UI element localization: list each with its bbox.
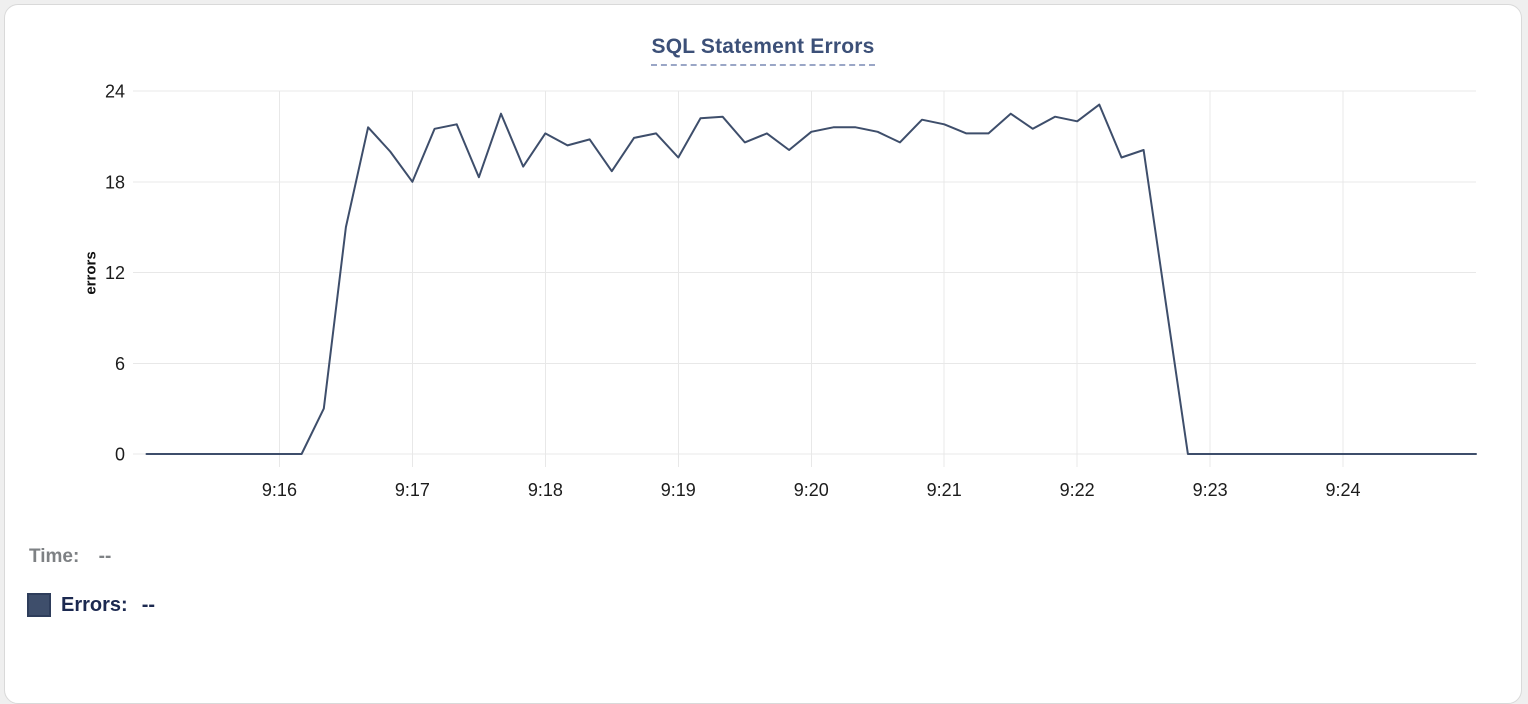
legend-errors-label: Errors: — [61, 593, 128, 616]
chart-title[interactable]: SQL Statement Errors — [651, 35, 875, 66]
y-axis-labels: 0 6 12 18 24 — [105, 82, 125, 465]
svg-text:18: 18 — [105, 172, 125, 192]
errors-line-chart[interactable]: 0 6 12 18 24 9:16 9:17 9:18 9:19 9:20 9:21 9:22 9:23… — [5, 5, 1528, 525]
svg-text:12: 12 — [105, 263, 125, 283]
svg-text:0: 0 — [115, 445, 125, 465]
svg-text:9:21: 9:21 — [927, 480, 962, 500]
x-axis-labels: 9:16 9:17 9:18 9:19 9:20 9:21 9:22 9:23 9:24 — [262, 480, 1361, 500]
svg-text:6: 6 — [115, 354, 125, 374]
tooltip-time-label: Time: — [29, 546, 80, 567]
svg-text:9:19: 9:19 — [661, 480, 696, 500]
grid-lines — [133, 90, 1476, 467]
svg-text:9:24: 9:24 — [1326, 480, 1361, 500]
chart-header: SQL Statement Errors — [5, 35, 1521, 66]
svg-text:9:20: 9:20 — [794, 480, 829, 500]
legend-errors-row[interactable]: Errors: -- — [27, 593, 155, 617]
svg-text:24: 24 — [105, 82, 125, 102]
tooltip-time-row: Time: -- — [29, 546, 111, 568]
tooltip-time-value: -- — [98, 546, 112, 567]
svg-text:9:22: 9:22 — [1060, 480, 1095, 500]
svg-text:9:18: 9:18 — [528, 480, 563, 500]
errors-series-swatch-icon — [27, 593, 51, 617]
chart-panel: SQL Statement Errors errors 0 6 12 18 24 9:16… — [4, 4, 1522, 704]
svg-text:9:17: 9:17 — [395, 480, 430, 500]
svg-text:9:16: 9:16 — [262, 480, 297, 500]
tooltip-errors-value: -- — [141, 593, 156, 616]
data-line-errors — [145, 103, 1477, 455]
svg-text:9:23: 9:23 — [1193, 480, 1228, 500]
